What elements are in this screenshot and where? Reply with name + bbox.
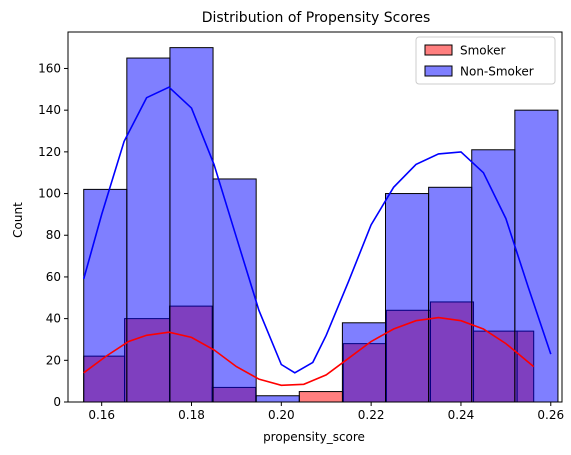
y-tick-label: 140	[38, 103, 61, 117]
x-tick-label: 0.22	[358, 408, 385, 422]
legend-swatch-non-smoker	[424, 65, 453, 77]
x-tick-label: 0.16	[88, 408, 115, 422]
non-smoker-bar-9	[471, 149, 516, 403]
legend-label-smoker: Smoker	[460, 44, 506, 58]
chart-title: Distribution of Propensity Scores	[202, 10, 431, 26]
non-smoker-bar-10	[514, 109, 559, 403]
axes-frame	[67, 31, 563, 403]
y-tick-label: 20	[46, 353, 61, 367]
y-tick-label: 80	[46, 228, 61, 242]
non-smoker-bar-2	[169, 47, 214, 403]
y-tick-label: 0	[53, 395, 61, 409]
x-tick-label: 0.18	[178, 408, 205, 422]
y-tick-label: 60	[46, 270, 61, 284]
non-smoker-bar-7	[385, 193, 430, 403]
non-smoker-bar-4	[255, 395, 300, 403]
plot-area: 0.16 0.18 0.20 0.22 0.24 0.26 0 20 40 60 80 100 120 1…	[38, 31, 564, 422]
legend-label-non-smoker: Non-Smoker	[460, 65, 534, 79]
y-tick-label: 160	[38, 61, 61, 75]
smoker-bar-5	[298, 391, 344, 403]
x-tick-label: 0.20	[268, 408, 295, 422]
x-tick-label: 0.24	[448, 408, 475, 422]
smoker-kde-line	[83, 316, 535, 387]
y-tick-label: 40	[46, 312, 61, 326]
non-smoker-bar-0	[83, 188, 128, 403]
y-tick-label: 120	[38, 145, 61, 159]
non-smoker-kde-line	[82, 86, 552, 374]
y-axis-label: Count	[11, 202, 25, 238]
x-axis-label: propensity_score	[263, 430, 365, 444]
non-smoker-bar-1	[126, 57, 171, 403]
non-smoker-bar-6	[341, 322, 387, 403]
non-smoker-bar-8	[428, 186, 473, 403]
legend-swatch-smoker	[424, 44, 453, 56]
legend: Smoker Non-Smoker	[415, 36, 556, 85]
y-tick-label: 100	[38, 187, 61, 201]
non-smoker-bar-3	[212, 178, 257, 403]
x-tick-label: 0.26	[537, 408, 564, 422]
